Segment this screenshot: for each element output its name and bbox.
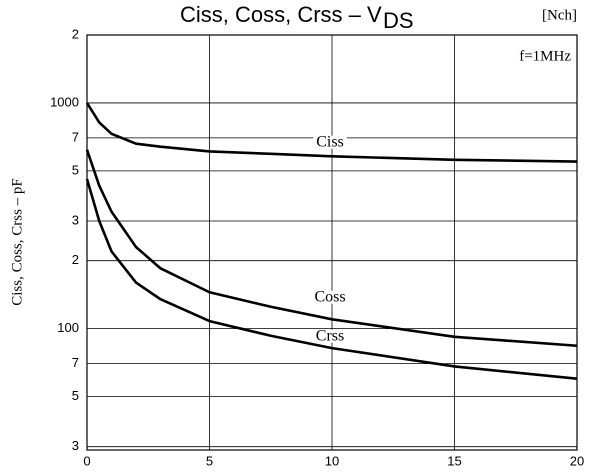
series-label: Crss [316,328,344,345]
label-background [312,329,348,343]
chart-title: Ciss, Coss, Crss – V [180,2,382,27]
corner-label: [Nch] [542,7,577,23]
y-tick-label: 1000 [50,94,79,109]
label-background [313,135,347,149]
annotation: f=1MHz [519,48,571,64]
series-line [85,149,578,348]
y-tick-label: 7 [72,355,79,370]
y-tick-label: 7 [72,129,79,144]
x-tick-label: 15 [447,453,461,468]
y-tick-label: 2 [72,26,79,41]
series-label: Ciss [316,134,344,151]
series-label: Coss [314,289,345,306]
y-tick-label: 3 [72,438,79,453]
series-line [85,178,578,381]
y-tick-label: 100 [57,320,79,335]
y-tick-label: 3 [72,212,79,227]
x-tick-label: 5 [206,453,213,468]
label-background [311,290,349,304]
x-tick-label: 10 [325,453,339,468]
chart-title-subscript: DS [383,8,414,33]
x-tick-label: 20 [570,453,584,468]
y-tick-label: 5 [72,162,79,177]
y-axis-label: Ciss, Coss, Crss – pF [9,178,25,306]
x-tick-label: 0 [83,453,90,468]
y-tick-label: 5 [72,388,79,403]
y-tick-label: 2 [72,252,79,267]
series-line [85,102,578,163]
